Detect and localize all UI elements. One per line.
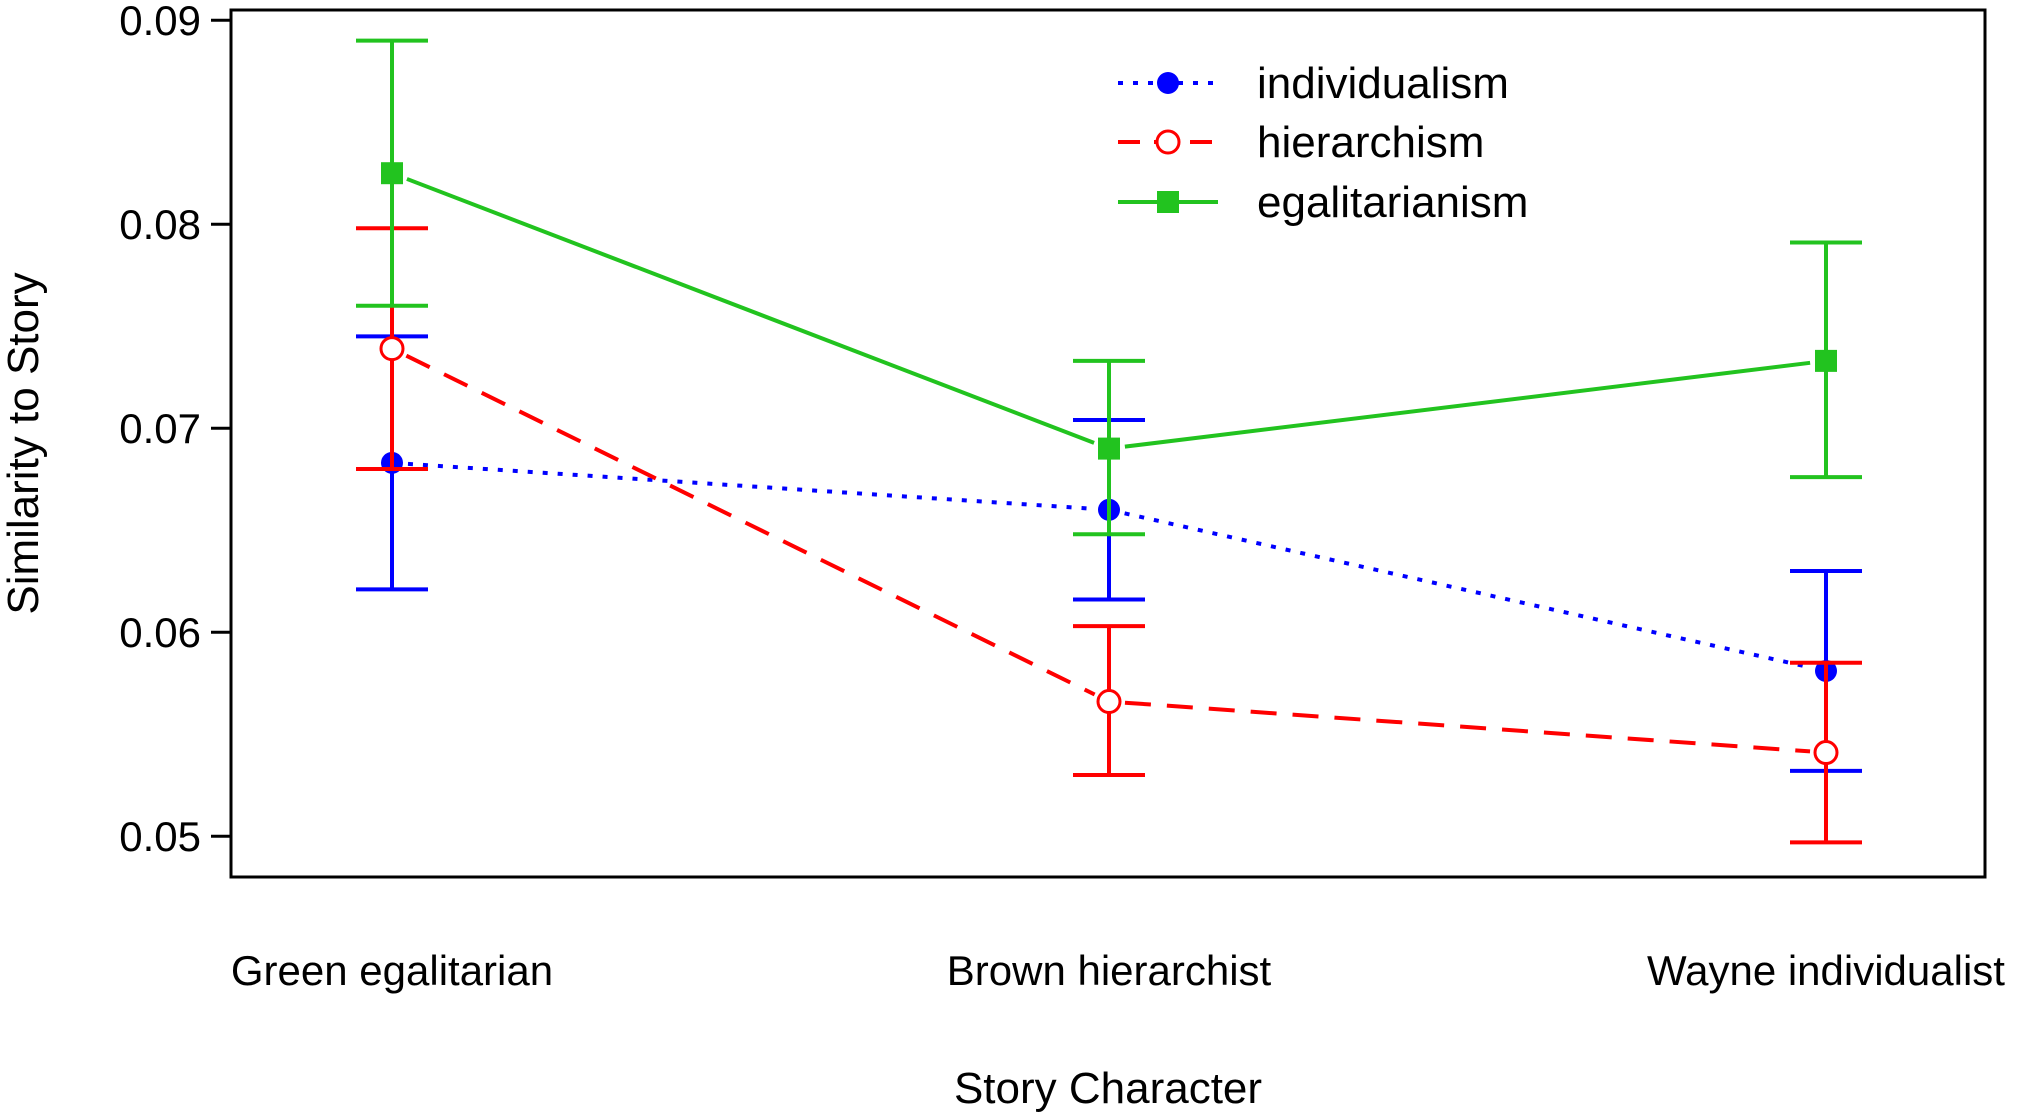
series-layer [356, 38, 1862, 845]
series-line-segment [1124, 700, 1811, 754]
data-point [379, 336, 405, 362]
series-line-segment [1124, 360, 1811, 449]
plot-frame [229, 8, 1987, 879]
legend-label: hierarchism [1257, 118, 1484, 167]
data-point [1096, 689, 1122, 715]
y-tick-label: 0.09 [119, 0, 201, 44]
legend-marker [1157, 72, 1179, 94]
y-tick-label: 0.07 [119, 405, 201, 452]
data-point [1098, 437, 1120, 460]
x-tick-label: Wayne individualist [1647, 947, 2005, 994]
y-tick-label: 0.05 [119, 813, 201, 860]
x-tick-label: Brown hierarchist [947, 947, 1272, 994]
series-line-segment [405, 353, 1096, 697]
y-axis: 0.05 0.06 0.07 0.08 0.09 [119, 0, 231, 860]
series-line-segment [406, 177, 1095, 445]
series-line-segment [1124, 511, 1811, 670]
y-tick-label: 0.08 [119, 201, 201, 248]
y-tick-label: 0.06 [119, 609, 201, 656]
x-axis-title: Story Character [954, 1064, 1262, 1113]
data-point [1813, 740, 1839, 766]
legend: individualism hierarchism egalitarianism [1118, 59, 1528, 227]
series-line-segment [407, 461, 1094, 511]
data-point [1815, 349, 1837, 372]
series-egalitarianism [356, 38, 1862, 537]
x-tick-label: Green egalitarian [231, 947, 553, 994]
legend-marker [1155, 129, 1181, 155]
legend-label: individualism [1257, 59, 1509, 108]
legend-label: egalitarianism [1257, 178, 1528, 227]
x-axis: Green egalitarian Brown hierarchist Wayne … [231, 947, 2005, 994]
legend-marker [1157, 191, 1179, 213]
y-axis-title: Similarity to Story [0, 272, 48, 614]
data-point [381, 162, 403, 185]
